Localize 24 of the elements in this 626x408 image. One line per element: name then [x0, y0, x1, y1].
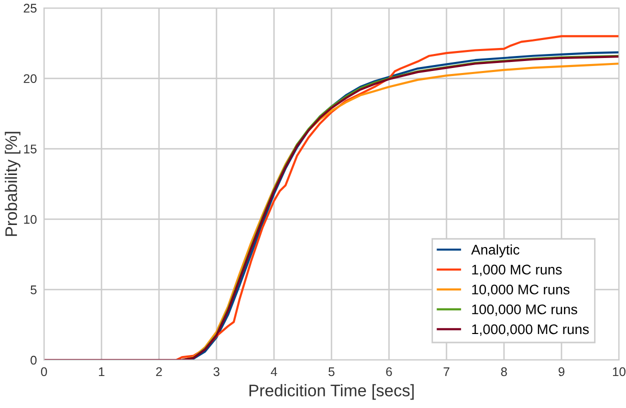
x-tick-label: 3: [214, 367, 220, 376]
x-tick-label: 9: [558, 367, 564, 376]
x-tick-label: 4: [270, 367, 278, 376]
x-tick-label: 1: [98, 367, 104, 376]
legend-label: 1,000 MC runs: [472, 264, 562, 276]
x-tick-label: 2: [156, 367, 162, 376]
x-tick-label: 6: [386, 367, 392, 376]
y-tick-label: 25: [24, 4, 37, 13]
x-tick-label: 5: [328, 367, 334, 376]
y-axis-title: Probability [%]: [4, 132, 20, 236]
y-tick-label: 5: [30, 286, 37, 294]
legend-label: 1,000,000 MC runs: [472, 324, 589, 336]
legend-label: 10,000 MC runs: [472, 284, 570, 296]
x-tick-label: 10: [613, 367, 626, 376]
x-tick-label: 0: [41, 367, 47, 376]
y-tick-label: 0: [30, 356, 37, 365]
x-tick-label: 8: [501, 367, 507, 376]
legend-label: Analytic: [471, 244, 520, 258]
legend-label: 100,000 MC runs: [472, 304, 578, 316]
y-tick-label: 20: [24, 74, 37, 84]
x-axis-title: Predicition Time [secs]: [250, 384, 414, 400]
y-tick-label: 10: [24, 215, 37, 224]
x-tick-label: 7: [444, 367, 450, 376]
y-tick-label: 15: [24, 144, 37, 154]
